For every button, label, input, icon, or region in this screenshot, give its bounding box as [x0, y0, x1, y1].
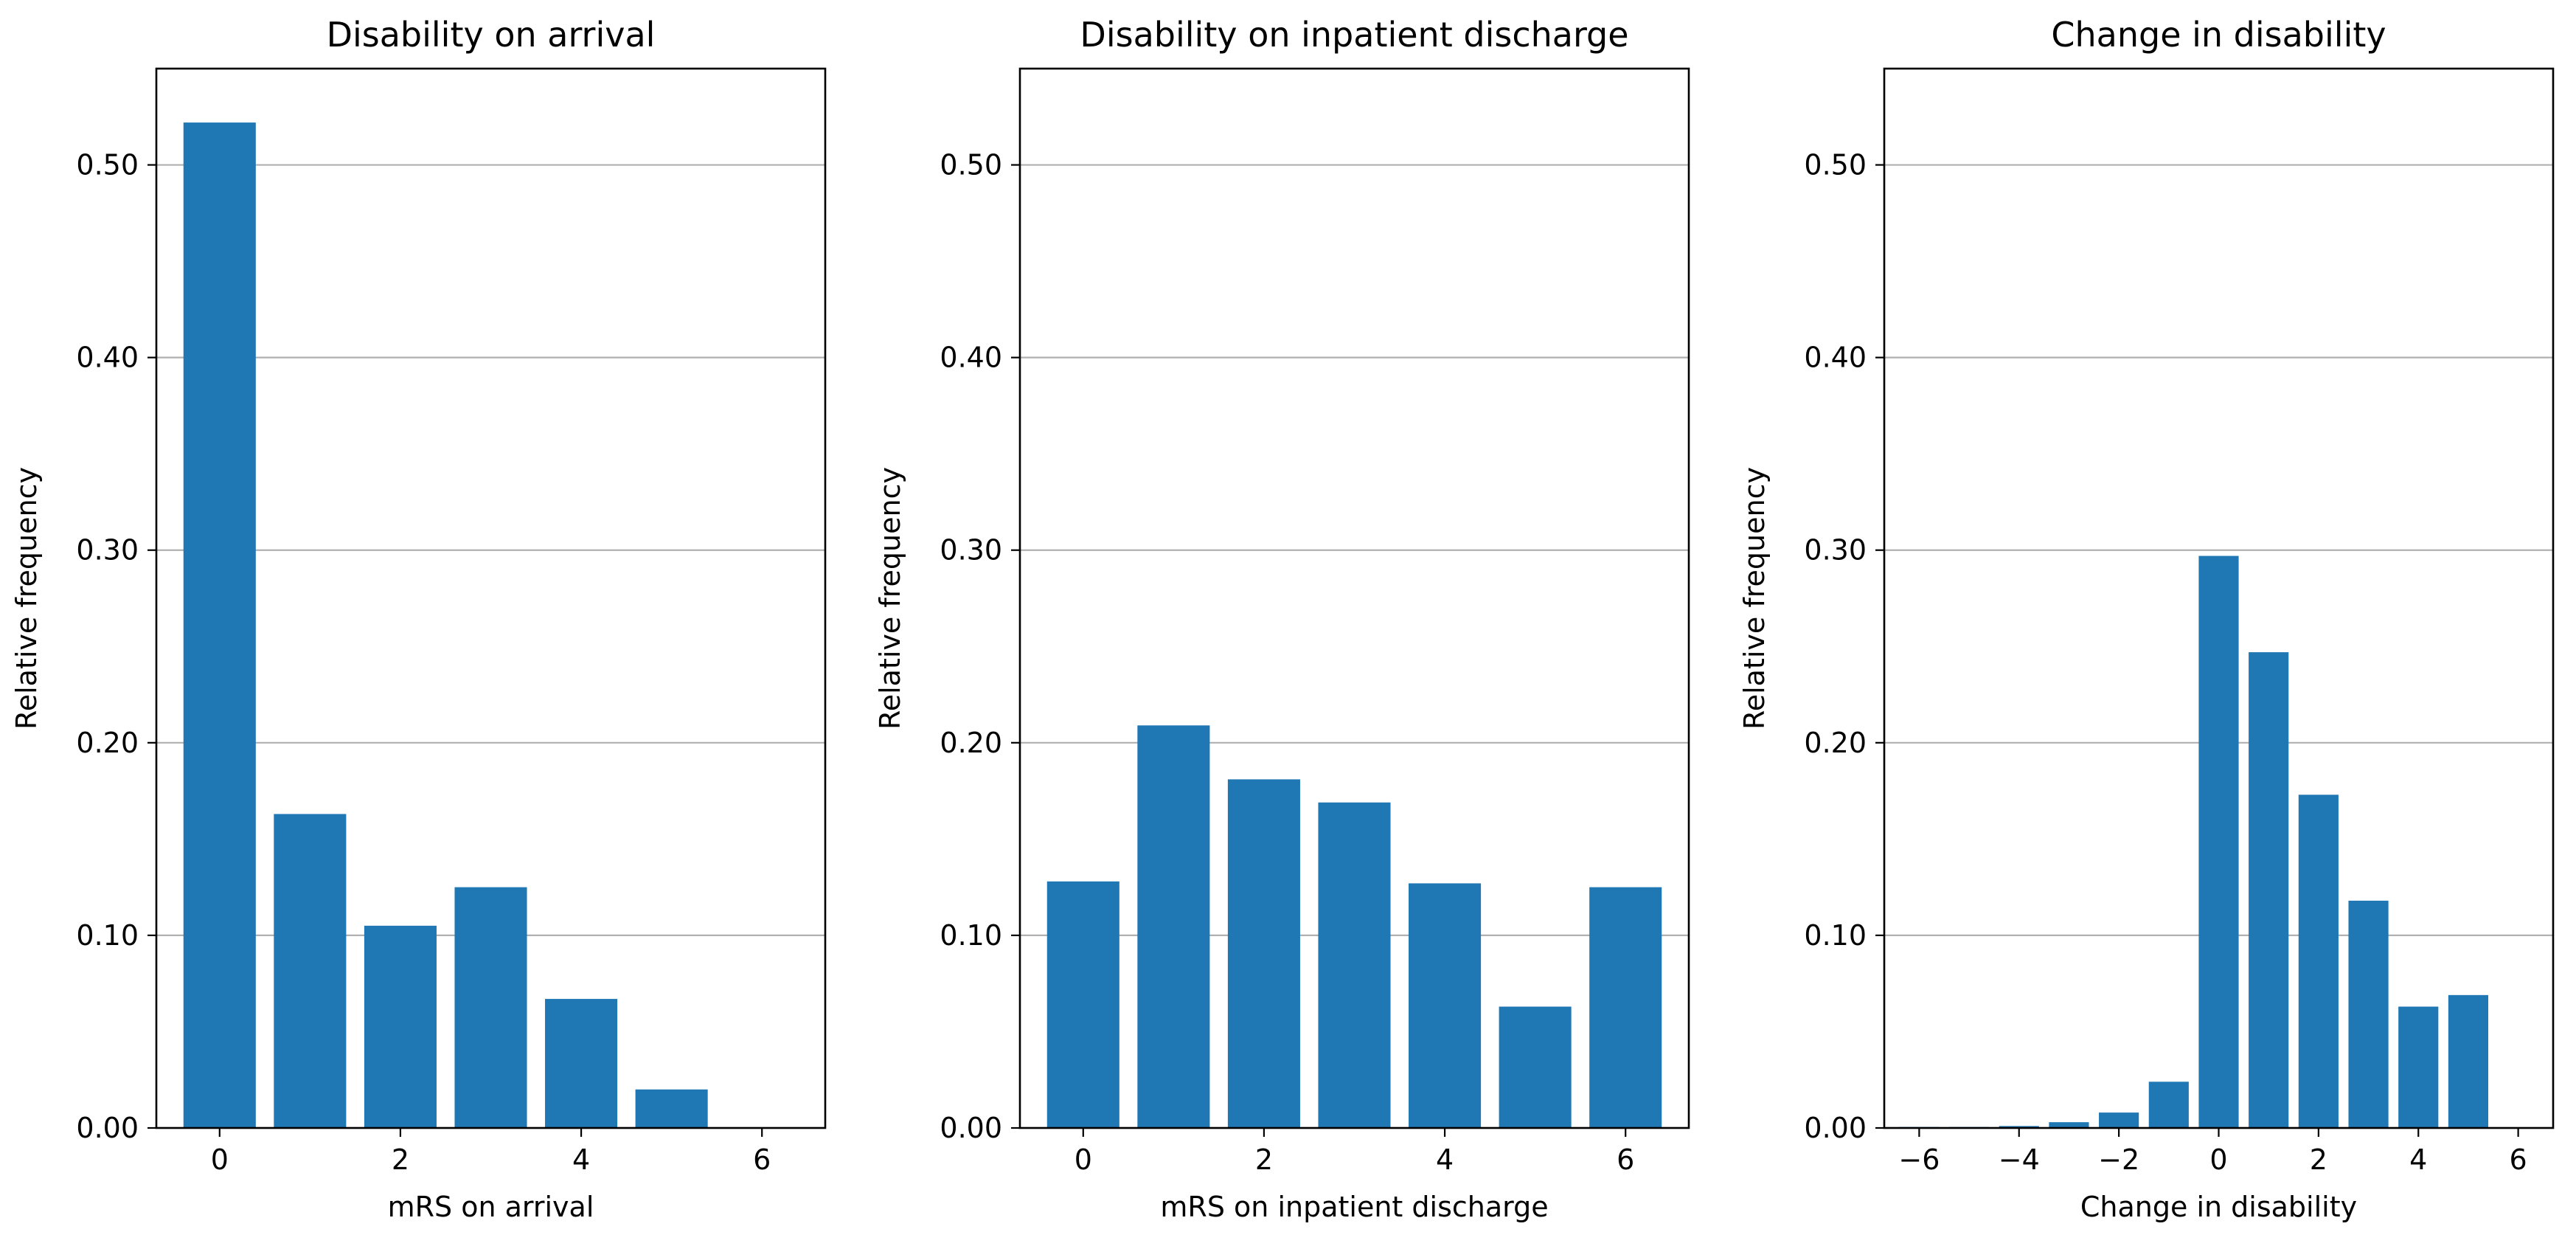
y-tick-label: 0.00 — [1804, 1112, 1867, 1144]
y-tick-label: 0.20 — [1804, 727, 1867, 759]
chart-title: Disability on inpatient discharge — [1080, 15, 1628, 55]
y-tick-label: 0.40 — [1804, 342, 1867, 374]
bar — [545, 999, 618, 1128]
bar — [1137, 725, 1210, 1128]
y-tick-label: 0.50 — [1804, 149, 1867, 181]
axes-frame — [155, 67, 827, 1129]
bar — [183, 122, 256, 1128]
x-tick-label: −2 — [2098, 1143, 2139, 1176]
bar — [2049, 1122, 2089, 1128]
y-tick-label: 0.30 — [76, 534, 139, 567]
y-tick-label: 0.00 — [940, 1112, 1002, 1144]
bar — [2348, 900, 2389, 1128]
y-axis-label: Relative frequency — [10, 467, 43, 730]
bar — [1409, 883, 1482, 1128]
x-axis-label: mRS on inpatient discharge — [1160, 1191, 1548, 1223]
chart-panel-2: −6 −4 −2 0 2 4 6 0.00 0.10 0.20 0.30 0.40 0.50 Change… — [1738, 15, 2555, 1223]
bar — [274, 814, 347, 1128]
y-tick-label: 0.50 — [940, 149, 1002, 181]
y-tick-label: 0.50 — [76, 149, 139, 181]
x-tick-label: 6 — [2510, 1143, 2527, 1176]
y-tick-label: 0.10 — [1804, 919, 1867, 952]
bar — [454, 887, 527, 1128]
x-tick-label: 4 — [572, 1143, 590, 1176]
x-tick-label: 0 — [2209, 1143, 2227, 1176]
bar — [2198, 555, 2239, 1128]
bar — [364, 925, 437, 1128]
bar — [2249, 652, 2289, 1128]
chart-panel-0: 0 2 4 6 0.00 0.10 0.20 0.30 0.40 0.50 Disability o… — [10, 15, 827, 1223]
bar — [635, 1089, 708, 1128]
y-tick-label: 0.00 — [76, 1112, 139, 1144]
y-axis-label: Relative frequency — [874, 467, 906, 730]
y-tick-label: 0.20 — [76, 727, 139, 759]
x-tick-label: 0 — [211, 1143, 229, 1176]
bar — [1589, 887, 1662, 1128]
y-tick-label: 0.30 — [940, 534, 1002, 567]
bar — [1999, 1126, 2039, 1128]
x-tick-label: −6 — [1898, 1143, 1940, 1176]
x-axis-label: mRS on arrival — [388, 1191, 594, 1223]
bar — [2398, 1006, 2439, 1128]
chart-panel-1: 0 2 4 6 0.00 0.10 0.20 0.30 0.40 0.50 Disability o… — [874, 15, 1690, 1223]
bar — [1046, 881, 1119, 1128]
x-tick-label: 2 — [1255, 1143, 1273, 1176]
chart-title: Disability on arrival — [327, 15, 656, 55]
x-tick-label: 2 — [2310, 1143, 2327, 1176]
y-tick-label: 0.20 — [940, 727, 1002, 759]
bar — [2448, 994, 2489, 1128]
y-axis-label: Relative frequency — [1738, 467, 1771, 730]
y-tick-label: 0.40 — [76, 342, 139, 374]
y-tick-label: 0.10 — [940, 919, 1002, 952]
bar — [1227, 779, 1300, 1128]
x-tick-label: 2 — [392, 1143, 409, 1176]
x-axis-label: Change in disability — [2080, 1191, 2357, 1223]
x-tick-label: −4 — [1999, 1143, 2040, 1176]
bar — [1499, 1006, 1572, 1128]
y-tick-label: 0.10 — [76, 919, 139, 952]
x-tick-label: 4 — [2409, 1143, 2427, 1176]
x-tick-label: 0 — [1075, 1143, 1092, 1176]
bar — [2148, 1081, 2189, 1128]
axes-frame — [1018, 67, 1690, 1129]
x-tick-label: 6 — [1617, 1143, 1634, 1176]
chart-title: Change in disability — [2051, 15, 2386, 55]
bar — [2298, 795, 2339, 1128]
bar — [1318, 802, 1391, 1128]
y-tick-label: 0.40 — [940, 342, 1002, 374]
x-tick-label: 4 — [1436, 1143, 1454, 1176]
bar — [2099, 1112, 2139, 1128]
x-tick-label: 6 — [753, 1143, 771, 1176]
y-tick-label: 0.30 — [1804, 534, 1867, 567]
